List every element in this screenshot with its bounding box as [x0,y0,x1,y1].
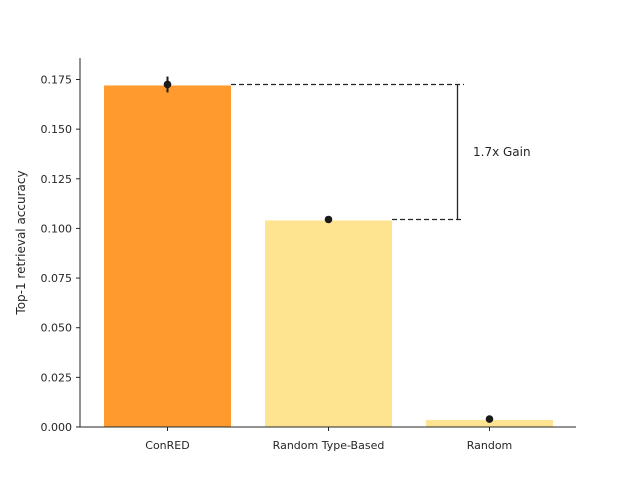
point-estimate-1 [163,80,172,89]
y-tick-label: 0.100 [41,222,73,235]
y-tick-label: 0.000 [41,421,73,434]
bar-random-type-based [265,220,392,427]
points-layer [163,76,494,423]
gain-annotation: 1.7x Gain [231,83,531,221]
x-ticks: ConRED Random Type-Based Random [145,427,512,452]
x-tick-label: ConRED [145,439,189,452]
gain-label: 1.7x Gain [473,145,531,159]
y-tick-label: 0.075 [41,272,73,285]
bars-layer [104,85,553,427]
y-tick-label: 0.025 [41,371,73,384]
point-estimate-3 [485,415,494,423]
y-tick-label: 0.050 [41,322,73,335]
y-tick-label: 0.175 [41,74,73,87]
bar-conred [104,85,231,427]
bar-random [426,420,553,427]
x-tick-label: Random [467,439,513,452]
y-tick-label: 0.150 [41,123,73,136]
x-tick-label: Random Type-Based [273,439,385,452]
point-estimate-2 [324,215,333,224]
y-tick-label: 0.125 [41,173,73,186]
y-ticks: 0.000 0.025 0.050 0.075 0.100 0.125 0.150 0.175 [41,74,80,434]
y-axis-label: Top-1 retrieval accuracy [14,170,28,315]
